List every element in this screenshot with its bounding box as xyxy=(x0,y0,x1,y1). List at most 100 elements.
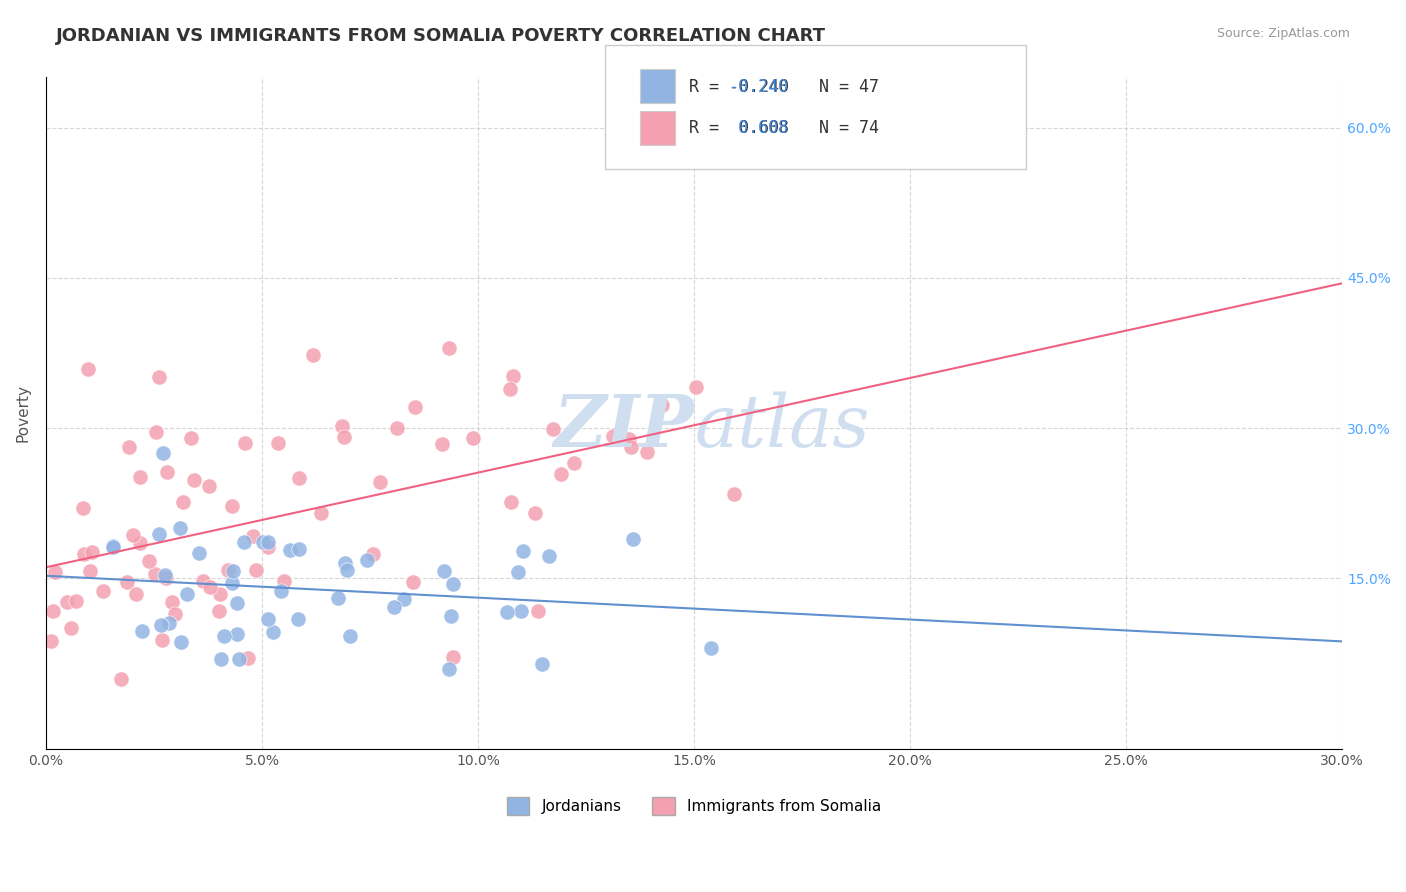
Point xyxy=(115,574,138,589)
Point xyxy=(523,506,546,520)
Text: Source: ZipAtlas.com: Source: ZipAtlas.com xyxy=(1216,27,1350,40)
Point xyxy=(208,587,231,601)
Point xyxy=(287,471,309,485)
Point xyxy=(370,475,392,490)
Point xyxy=(723,486,745,500)
Point xyxy=(152,445,174,459)
Point xyxy=(404,400,426,414)
Point xyxy=(257,540,280,554)
Point xyxy=(145,425,167,439)
Point xyxy=(65,593,87,607)
Point xyxy=(110,672,132,686)
Text: R =  0.608   N = 74: R = 0.608 N = 74 xyxy=(689,119,879,136)
Point xyxy=(382,599,405,614)
Point xyxy=(499,383,522,397)
Point xyxy=(129,536,152,550)
Text: atlas: atlas xyxy=(695,392,870,462)
Point xyxy=(55,595,77,609)
Point xyxy=(506,566,529,580)
Point xyxy=(617,432,640,446)
Text: ZIP: ZIP xyxy=(553,391,695,462)
Point xyxy=(550,467,572,481)
Point xyxy=(148,527,170,541)
Point xyxy=(252,535,274,549)
Point xyxy=(170,635,193,649)
Point xyxy=(496,605,519,619)
Text: 0.608: 0.608 xyxy=(728,119,789,136)
Point xyxy=(217,563,239,577)
Point xyxy=(150,633,173,648)
Point xyxy=(620,441,643,455)
Point xyxy=(228,651,250,665)
Point xyxy=(39,634,62,648)
Point xyxy=(143,567,166,582)
Point xyxy=(155,571,177,585)
Point xyxy=(226,596,249,610)
Point xyxy=(72,501,94,516)
Point xyxy=(122,528,145,542)
Point xyxy=(180,431,202,445)
Point xyxy=(440,608,463,623)
Point xyxy=(44,565,66,579)
Point xyxy=(59,621,82,635)
Point xyxy=(441,576,464,591)
Point xyxy=(156,465,179,479)
Point xyxy=(153,567,176,582)
Point xyxy=(131,624,153,638)
Point xyxy=(385,421,408,435)
Point xyxy=(562,456,585,470)
Point xyxy=(148,370,170,384)
Point xyxy=(233,435,256,450)
Point xyxy=(198,478,221,492)
Point xyxy=(278,543,301,558)
Text: R = -0.240   N = 47: R = -0.240 N = 47 xyxy=(689,78,879,95)
Point xyxy=(437,662,460,676)
Legend: Jordanians, Immigrants from Somalia: Jordanians, Immigrants from Somalia xyxy=(501,790,887,822)
Point xyxy=(361,547,384,561)
Point xyxy=(621,532,644,546)
Point xyxy=(527,604,550,618)
Point xyxy=(169,521,191,535)
Point xyxy=(138,553,160,567)
Point xyxy=(543,422,565,436)
Point xyxy=(221,500,243,514)
Point xyxy=(42,604,65,618)
Point xyxy=(330,419,353,434)
Text: JORDANIAN VS IMMIGRANTS FROM SOMALIA POVERTY CORRELATION CHART: JORDANIAN VS IMMIGRANTS FROM SOMALIA POV… xyxy=(56,27,827,45)
Point xyxy=(267,435,290,450)
Point xyxy=(257,612,280,626)
Point xyxy=(209,652,232,666)
Point xyxy=(441,650,464,665)
Point xyxy=(439,342,461,356)
Point xyxy=(512,544,534,558)
Point xyxy=(103,540,125,554)
Point xyxy=(76,361,98,376)
Point xyxy=(287,612,309,626)
Point xyxy=(699,640,721,655)
Point xyxy=(636,444,658,458)
Point xyxy=(273,574,295,588)
Point xyxy=(685,380,707,394)
Point xyxy=(221,575,243,590)
Point xyxy=(339,629,361,643)
Point xyxy=(602,428,624,442)
Point xyxy=(188,546,211,560)
Point xyxy=(502,368,524,383)
Point xyxy=(257,535,280,549)
Point xyxy=(163,607,186,622)
Point xyxy=(73,547,96,561)
Text: -0.240: -0.240 xyxy=(728,78,789,95)
Point xyxy=(125,587,148,601)
Point xyxy=(356,553,378,567)
Point xyxy=(538,549,561,563)
Point xyxy=(212,629,235,643)
Point xyxy=(392,591,415,606)
Point xyxy=(93,583,115,598)
Point xyxy=(162,595,184,609)
Point xyxy=(157,615,180,630)
Point xyxy=(236,651,259,665)
Point xyxy=(79,564,101,578)
Point xyxy=(328,591,350,605)
Point xyxy=(245,563,267,577)
Point xyxy=(150,617,173,632)
